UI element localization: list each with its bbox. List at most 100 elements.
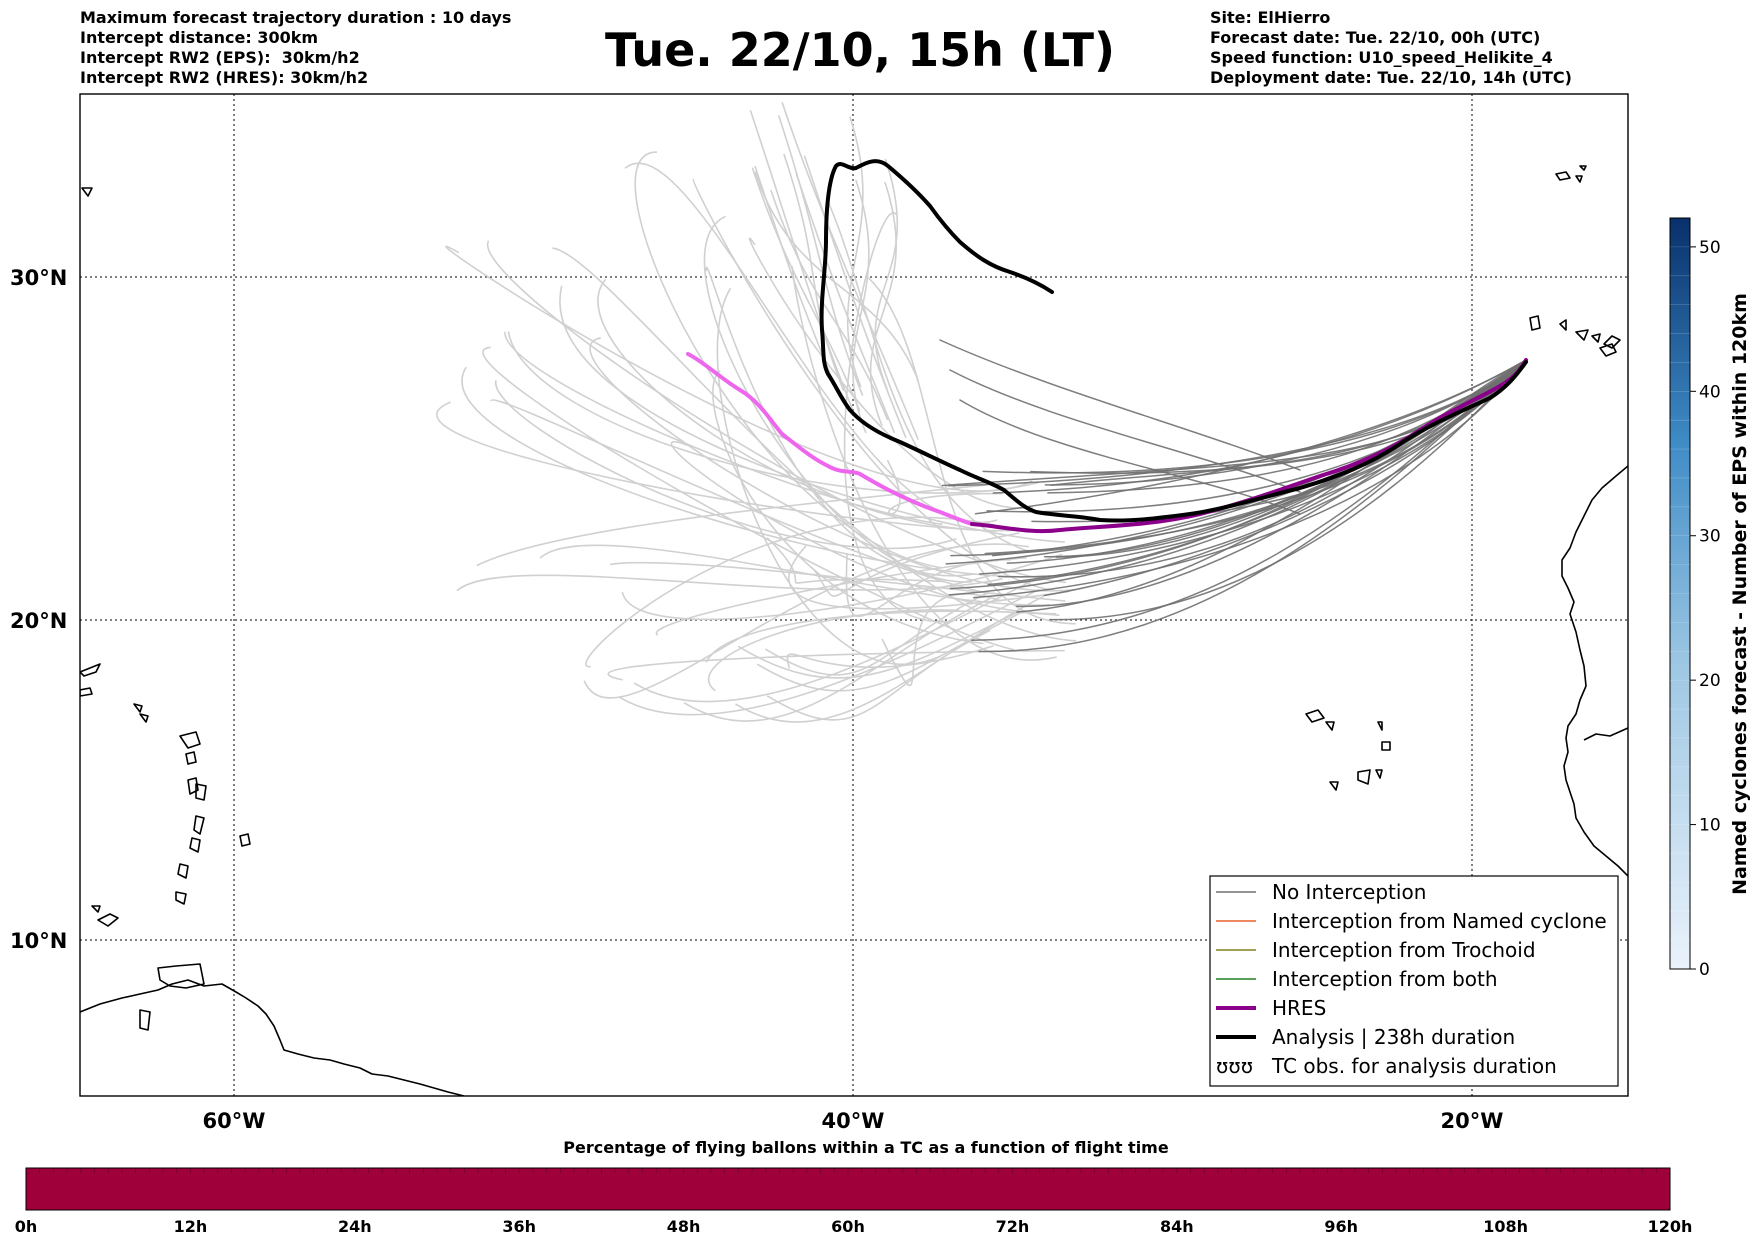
longitude-labels: 60°W 40°W 20°W xyxy=(203,1109,1504,1133)
coast-cape-verde-4 xyxy=(1381,741,1391,751)
analysis-trajectory xyxy=(819,159,1528,523)
coast-cape-verde-3 xyxy=(1377,721,1383,731)
latitude-labels: 30°N 20°N 10°N xyxy=(10,266,67,953)
coast-island-3 xyxy=(97,913,119,927)
legend-symbol-tc-obs: ʊʊʊ xyxy=(1216,1054,1253,1078)
coast-cape-verde-5 xyxy=(1357,769,1371,785)
flight-time-tick-0: 0h xyxy=(15,1217,38,1236)
coast-antilles-3 xyxy=(187,777,199,795)
eps-track-light xyxy=(874,158,899,390)
coast-cape-verde-6 xyxy=(1329,781,1339,791)
eps-track-light xyxy=(803,155,907,439)
legend-box xyxy=(1209,875,1619,1087)
lat-label-1: 20°N xyxy=(10,609,67,633)
eps-track-light xyxy=(692,178,1055,592)
eps-track-light xyxy=(559,285,1066,543)
page-title: Tue. 22/10, 15h (LT) xyxy=(605,23,1115,77)
coast-south-america xyxy=(80,979,465,1096)
info-rw2-eps: Intercept RW2 (EPS): 30km/h2 xyxy=(80,48,360,67)
coast-africa-detail xyxy=(1583,727,1628,741)
eps-track-light xyxy=(765,591,989,676)
coast-antilles-5 xyxy=(193,815,205,835)
eps-track-light xyxy=(751,167,861,412)
eps-track-light xyxy=(589,337,1076,592)
eps-track-light xyxy=(813,532,1020,597)
coast-antilles-11 xyxy=(139,713,149,723)
lon-label-0: 60°W xyxy=(203,1109,266,1133)
hres-trajectory xyxy=(970,358,1528,534)
coast-cape-verde-1 xyxy=(1305,709,1325,723)
eps-track-light xyxy=(621,553,1063,620)
eps-track-light xyxy=(712,370,984,645)
colorbar-title: Named cyclones forecast - Number of EPS … xyxy=(1729,293,1751,895)
coast-antilles-9 xyxy=(239,833,251,847)
coast-madeira-3 xyxy=(1579,165,1587,171)
eps-track-light xyxy=(609,561,1066,602)
eps-track-dark xyxy=(1047,359,1527,494)
lon-label-1: 40°W xyxy=(822,1109,885,1133)
legend: No Interception Interception from Named c… xyxy=(1209,875,1619,1087)
eps-track-light xyxy=(655,556,1027,636)
coast-canary-5 xyxy=(1529,315,1541,331)
eps-track-light xyxy=(445,245,1033,492)
eps-track-light xyxy=(749,110,854,410)
coast-island-4 xyxy=(139,1009,151,1031)
info-speed-function: Speed function: U10_speed_Helikite_4 xyxy=(1210,48,1553,67)
eps-track-light xyxy=(738,611,1019,679)
colorbar-tick-1: 10 xyxy=(1699,816,1721,836)
flight-time-bar-fill xyxy=(25,1167,1671,1211)
flight-time-tick-5: 60h xyxy=(831,1217,865,1236)
legend-label-2: Interception from Trochoid xyxy=(1272,938,1536,962)
eps-track-light xyxy=(618,588,1040,716)
eps-track-dark xyxy=(1049,359,1527,621)
lat-label-0: 30°N xyxy=(10,266,67,290)
coast-antilles-10 xyxy=(133,703,143,713)
coast-antilles-12 xyxy=(91,905,101,913)
eps-track-light xyxy=(788,545,1070,610)
colorbar-tick-3: 30 xyxy=(1699,527,1721,547)
lon-label-2: 20°W xyxy=(1441,1109,1504,1133)
coast-madeira-2 xyxy=(1575,175,1583,183)
eps-track-light xyxy=(852,179,870,434)
eps-track-light xyxy=(482,346,1015,651)
eps-track-light xyxy=(869,181,897,426)
eps-track-light xyxy=(754,171,919,382)
eps-track-light xyxy=(683,597,991,722)
info-deployment-date: Deployment date: Tue. 22/10, 14h (UTC) xyxy=(1210,68,1572,87)
header-info-right: Site: ElHierro Forecast date: Tue. 22/10… xyxy=(1210,8,1572,88)
coast-madeira xyxy=(1555,171,1571,181)
eps-track-dark xyxy=(974,359,1527,515)
coast-antilles-7 xyxy=(177,863,189,879)
eps-track-light xyxy=(757,610,1026,692)
legend-label-6: TC obs. for analysis duration xyxy=(1271,1054,1557,1078)
info-max-duration: Maximum forecast trajectory duration : 1… xyxy=(80,8,512,27)
colorbar-tick-5: 50 xyxy=(1699,238,1721,258)
eps-track-dark xyxy=(949,369,1301,493)
legend-label-5: Analysis | 238h duration xyxy=(1272,1025,1515,1049)
lat-label-2: 10°N xyxy=(10,929,67,953)
eps-track-light xyxy=(783,153,845,391)
header-info-left: Maximum forecast trajectory duration : 1… xyxy=(80,8,511,88)
eps-track-light xyxy=(781,102,919,440)
info-forecast-date: Forecast date: Tue. 22/10, 00h (UTC) xyxy=(1210,28,1541,47)
eps-track-light xyxy=(703,215,973,583)
coast-cape-verde-2 xyxy=(1325,721,1335,731)
legend-label-3: Interception from both xyxy=(1272,967,1498,991)
eps-track-light xyxy=(795,174,895,434)
flight-time-tick-2: 24h xyxy=(338,1217,372,1236)
eps-track-light xyxy=(507,331,1040,494)
flight-time-tick-1: 12h xyxy=(174,1217,208,1236)
eps-track-dark xyxy=(1055,359,1527,558)
eps-track-light xyxy=(846,116,864,388)
eps-track-light xyxy=(770,189,889,421)
eps-track-light xyxy=(585,516,996,668)
coast-antilles-6 xyxy=(189,837,201,853)
eps-track-light xyxy=(436,401,997,532)
legend-label-1: Interception from Named cyclone xyxy=(1272,909,1607,933)
coast-island-2 xyxy=(80,687,93,697)
coast-antilles-4 xyxy=(195,783,207,801)
coast-canary-6 xyxy=(1599,343,1617,357)
flight-time-tick-3: 36h xyxy=(502,1217,536,1236)
coast-island-1 xyxy=(80,663,101,677)
